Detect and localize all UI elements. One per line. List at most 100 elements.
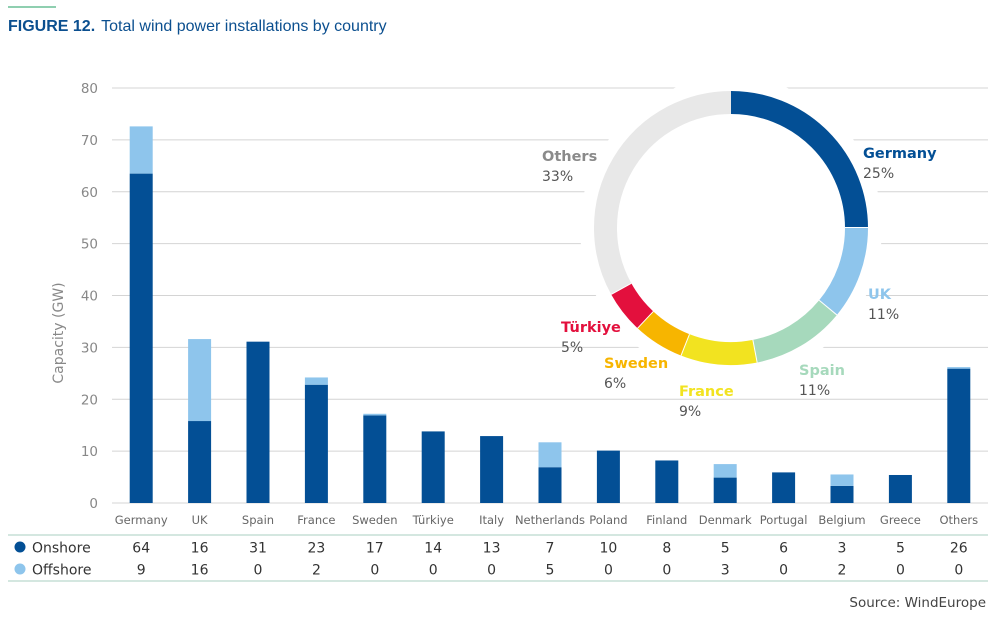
y-tick-label: 20	[81, 392, 98, 408]
table-cell-value: 3	[721, 563, 730, 579]
bar-onshore	[888, 474, 912, 503]
donut-percent: 33%	[542, 169, 573, 185]
bar-onshore	[947, 368, 971, 503]
y-tick-label: 60	[81, 185, 98, 201]
donut-chart	[594, 91, 868, 365]
x-tick-label: Poland	[589, 513, 627, 527]
legend-swatch	[14, 541, 26, 553]
bar-onshore	[363, 415, 387, 503]
figure-label: FIGURE 12.	[8, 18, 96, 35]
source-note: Source: WindEurope	[849, 595, 986, 611]
table-cell-value: 16	[191, 563, 209, 579]
table-cell-value: 2	[838, 563, 847, 579]
x-tick-label: Portugal	[760, 513, 808, 527]
bar-offshore	[830, 474, 854, 486]
legend-swatch	[14, 563, 26, 575]
x-tick-label: UK	[192, 513, 208, 527]
x-tick-label: Türkiye	[412, 513, 454, 527]
table-cell-value: 0	[896, 563, 905, 579]
table-cell-value: 3	[838, 541, 847, 557]
table-row-label: Onshore	[32, 541, 91, 557]
donut-label: UK	[868, 287, 892, 303]
table-cell-value: 26	[950, 541, 968, 557]
bar-series	[129, 126, 971, 503]
table-row-label: Offshore	[32, 563, 91, 579]
table-cell-value: 0	[604, 563, 613, 579]
bar-offshore	[713, 464, 737, 478]
x-tick-label: Greece	[880, 513, 921, 527]
x-tick-label: Netherlands	[515, 513, 585, 527]
title-accent-line	[8, 6, 56, 8]
table-cell-value: 23	[307, 541, 325, 557]
y-tick-label: 40	[81, 289, 98, 305]
table-cell-value: 0	[254, 563, 263, 579]
table-cell-value: 17	[366, 541, 384, 557]
donut-slice	[610, 282, 654, 328]
bar-onshore	[188, 421, 212, 503]
bar-onshore	[655, 460, 679, 503]
donut-slice	[752, 300, 837, 363]
table-cell-value: 7	[546, 541, 555, 557]
table-cell-value: 6	[779, 541, 788, 557]
table-cell-value: 8	[662, 541, 671, 557]
donut-slice	[637, 310, 690, 356]
bar-onshore	[246, 341, 270, 503]
donut-label: Türkiye	[561, 320, 621, 336]
donut-backdrop	[580, 77, 882, 379]
x-tick-label: Germany	[115, 513, 168, 527]
donut-slice	[680, 333, 757, 365]
x-tick-label: Spain	[242, 513, 274, 527]
donut-label: France	[679, 384, 734, 400]
donut-percent: 25%	[863, 166, 894, 182]
y-tick-label: 70	[81, 133, 98, 149]
bar-onshore	[713, 477, 737, 503]
y-tick-label: 80	[81, 81, 98, 97]
x-tick-label: Belgium	[818, 513, 865, 527]
y-axis: 0 10 20 30 40 50 60 70 80	[81, 81, 98, 512]
x-tick-label: Italy	[479, 513, 504, 527]
bar-offshore	[363, 413, 387, 416]
bar-onshore	[596, 450, 620, 503]
x-axis-category-labels: Germany UK Spain France Sweden Türkiye Italy Ne…	[115, 513, 978, 527]
bar-offshore	[188, 339, 212, 422]
donut-label: Germany	[863, 146, 937, 162]
y-tick-label: 30	[81, 340, 98, 356]
y-tick-label: 10	[81, 444, 98, 460]
bar-offshore	[304, 377, 328, 385]
donut-percent: 11%	[868, 307, 899, 323]
table-cell-value: 0	[370, 563, 379, 579]
table-cell-value: 0	[954, 563, 963, 579]
donut-percent: 6%	[604, 376, 626, 392]
donut-background	[580, 77, 882, 379]
table-cell-value: 14	[424, 541, 442, 557]
bar-onshore	[830, 485, 854, 503]
table-cell-value: 0	[779, 563, 788, 579]
table-cell-value: 5	[546, 563, 555, 579]
x-tick-label: Others	[939, 513, 978, 527]
y-tick-label: 50	[81, 237, 98, 253]
x-tick-label: Finland	[646, 513, 687, 527]
x-tick-label: Denmark	[699, 513, 752, 527]
table-cell-value: 31	[249, 541, 267, 557]
donut-percent: 11%	[799, 383, 830, 399]
bar-onshore	[772, 472, 796, 503]
table-cell-value: 2	[312, 563, 321, 579]
bar-offshore	[538, 442, 562, 468]
bar-offshore	[129, 126, 153, 174]
x-tick-label: France	[297, 513, 335, 527]
donut-slice	[594, 91, 732, 294]
donut-label: Sweden	[604, 356, 668, 372]
figure-title-text: Total wind power installations by countr…	[101, 18, 387, 35]
table-cell-value: 10	[599, 541, 617, 557]
bar-onshore	[538, 467, 562, 503]
bar-onshore	[480, 436, 504, 503]
bar-onshore	[304, 384, 328, 503]
donut-percent: 5%	[561, 340, 583, 356]
table-cell-value: 64	[132, 541, 150, 557]
table-cell-value: 0	[487, 563, 496, 579]
table-cell-value: 5	[721, 541, 730, 557]
donut-slice	[818, 227, 868, 316]
figure-title: FIGURE 12. Total wind power installations…	[8, 18, 387, 36]
